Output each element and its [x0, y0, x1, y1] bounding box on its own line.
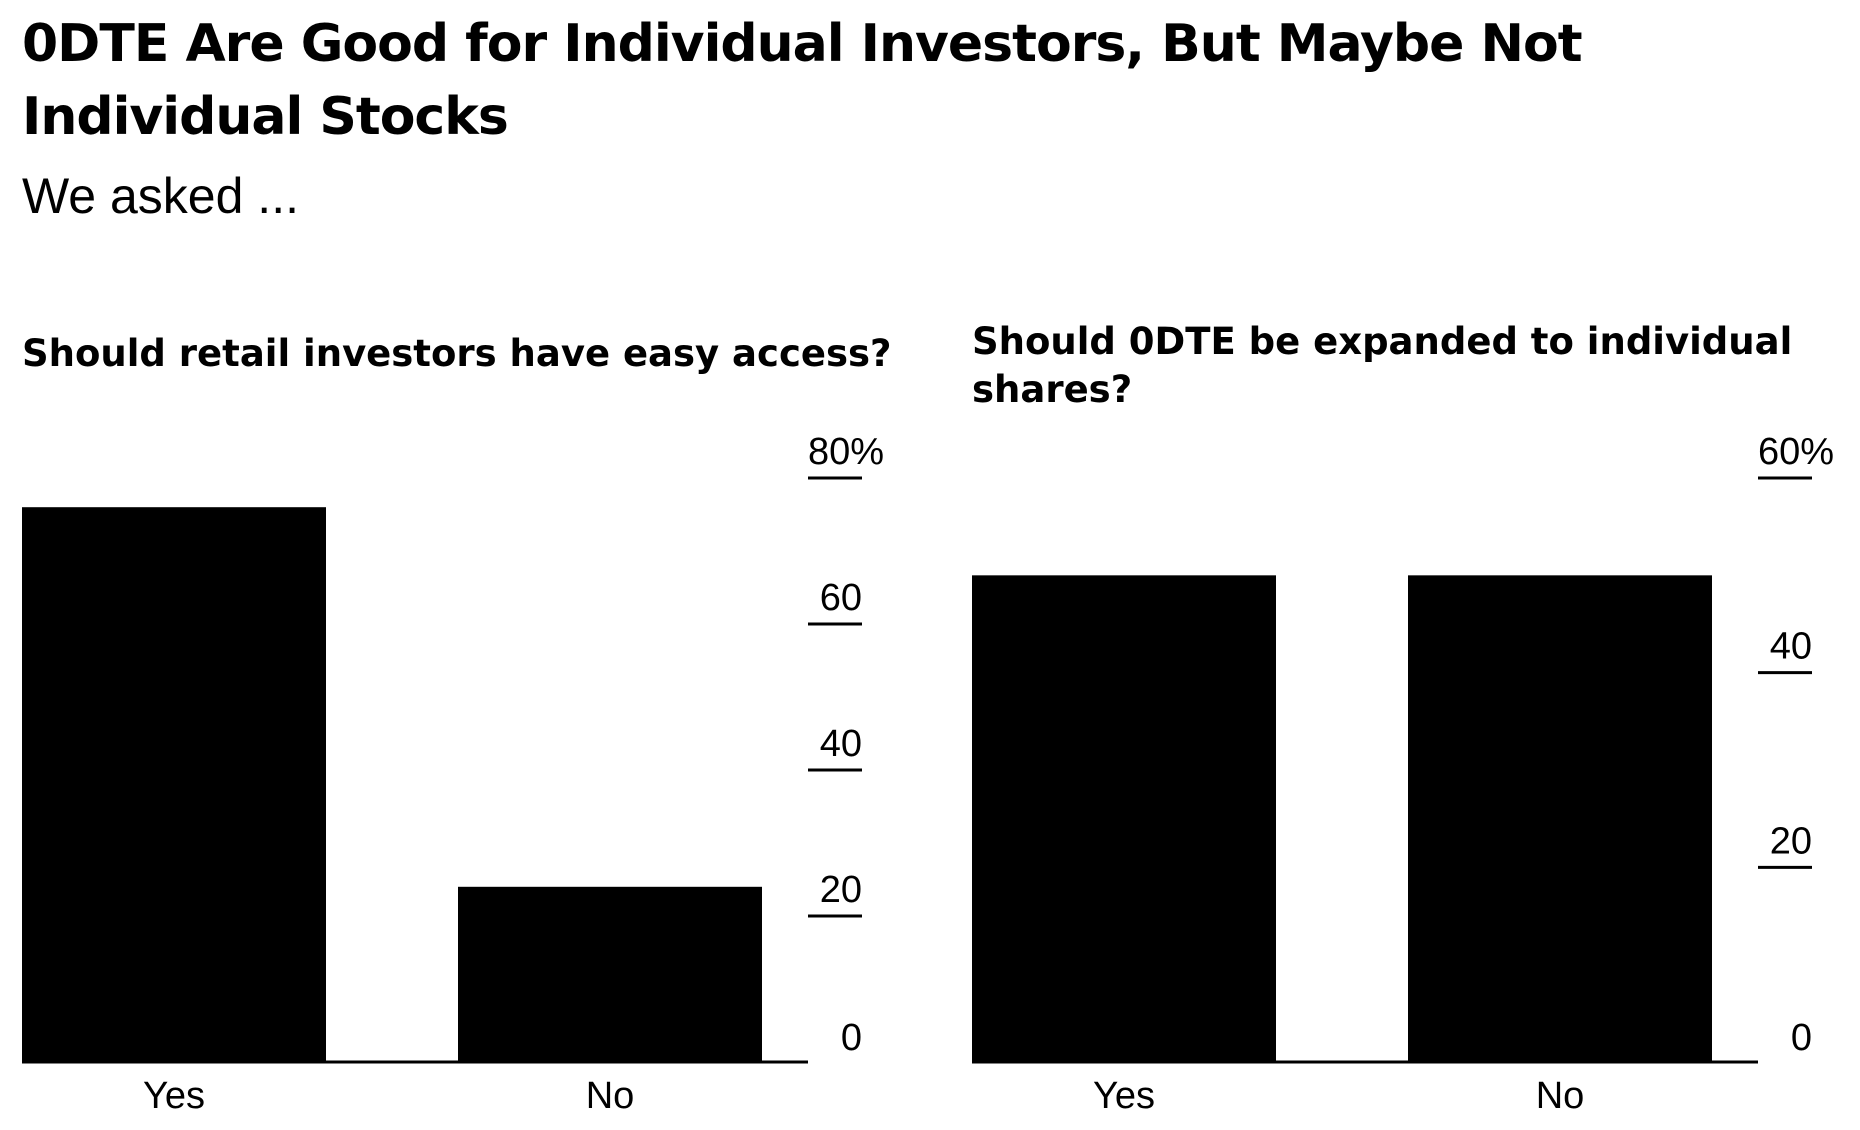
- y-tick-label-panel-1: 60: [820, 577, 862, 619]
- x-tick-label-panel-1: No: [586, 1075, 635, 1117]
- bar-yes-panel-1: [22, 507, 326, 1062]
- y-tick-label-panel-2: 60%: [1758, 431, 1834, 473]
- bar-no-panel-1: [458, 886, 762, 1062]
- y-tick-label-panel-2: 20: [1770, 820, 1812, 862]
- bar-no-panel-2: [1408, 575, 1712, 1062]
- y-tick-label-panel-2: 0: [1791, 1017, 1812, 1059]
- panel-title-retail-access: Should retail investors have easy access…: [22, 332, 892, 375]
- x-tick-label-panel-1: Yes: [143, 1075, 205, 1117]
- bar-yes-panel-2: [972, 575, 1276, 1062]
- y-tick-label-panel-1: 80%: [808, 431, 884, 473]
- chart-subtitle: We asked ...: [22, 168, 299, 224]
- x-tick-label-panel-2: Yes: [1093, 1075, 1155, 1117]
- y-tick-label-panel-1: 40: [820, 723, 862, 765]
- chart-headline: 0DTE Are Good for Individual Investors, …: [22, 14, 1583, 147]
- y-tick-label-panel-1: 20: [820, 869, 862, 911]
- panel-title-individual-shares: Should 0DTE be expanded to individual sh…: [972, 320, 1793, 411]
- x-tick-label-panel-2: No: [1536, 1075, 1585, 1117]
- y-tick-label-panel-2: 40: [1770, 626, 1812, 668]
- y-tick-label-panel-1: 0: [841, 1017, 862, 1059]
